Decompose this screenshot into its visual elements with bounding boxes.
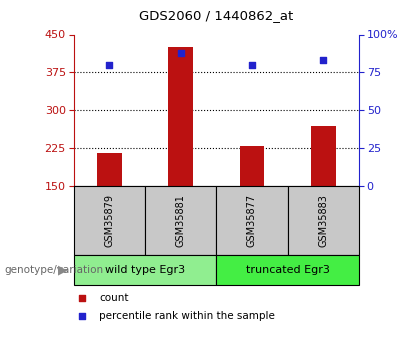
Point xyxy=(79,313,85,319)
Text: GDS2060 / 1440862_at: GDS2060 / 1440862_at xyxy=(139,9,294,22)
Bar xyxy=(168,47,193,186)
Point xyxy=(106,62,113,68)
Point xyxy=(79,295,85,301)
Point xyxy=(320,58,327,63)
Text: count: count xyxy=(99,293,129,303)
Bar xyxy=(311,126,336,186)
Bar xyxy=(216,255,359,285)
Text: ▶: ▶ xyxy=(58,264,67,276)
Point xyxy=(249,62,255,68)
Bar xyxy=(74,255,216,285)
Text: truncated Egr3: truncated Egr3 xyxy=(246,265,330,275)
Bar xyxy=(97,154,122,186)
Text: GSM35883: GSM35883 xyxy=(318,194,328,247)
Bar xyxy=(145,186,216,255)
Point xyxy=(177,50,184,56)
Bar xyxy=(216,186,288,255)
Text: GSM35877: GSM35877 xyxy=(247,194,257,247)
Bar xyxy=(74,186,145,255)
Text: GSM35879: GSM35879 xyxy=(104,194,114,247)
Text: genotype/variation: genotype/variation xyxy=(4,265,103,275)
Text: GSM35881: GSM35881 xyxy=(176,194,186,247)
Text: percentile rank within the sample: percentile rank within the sample xyxy=(99,311,275,321)
Bar xyxy=(239,146,265,186)
Text: wild type Egr3: wild type Egr3 xyxy=(105,265,185,275)
Bar xyxy=(288,186,359,255)
